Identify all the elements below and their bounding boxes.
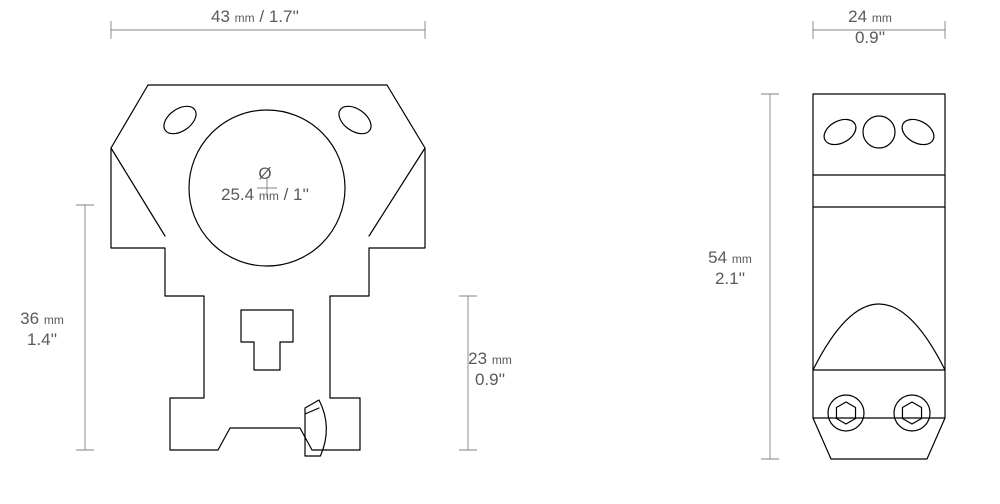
dim-bore-diameter: Ø25.4 mm / 1'' [221, 163, 309, 206]
dim-right-height: 23 mm0.9'' [468, 348, 512, 391]
dim-left-height: 36 mm1.4'' [20, 308, 64, 351]
dimension-line [76, 205, 94, 450]
dimension-line [761, 94, 779, 459]
side-view [813, 94, 945, 459]
dim-side-width: 24 mm0.9'' [848, 6, 892, 49]
front-view [111, 85, 425, 456]
dim-width-top: 43 mm / 1.7'' [211, 6, 299, 27]
dim-side-height: 54 mm2.1'' [708, 247, 752, 290]
